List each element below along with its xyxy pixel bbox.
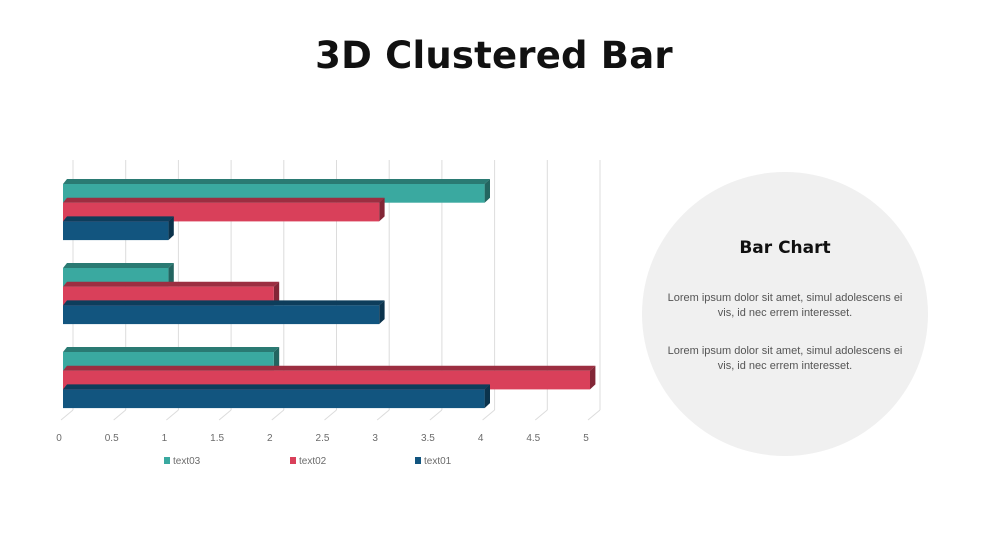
bar-text01-1 [63,216,174,241]
x-tick-label: 0 [56,433,62,444]
x-tick-label: 1 [162,433,168,444]
x-tick-label: 2.5 [316,433,330,444]
legend-label: text03 [173,456,201,467]
gridline-floor [60,409,74,421]
gridline-floor [376,409,390,421]
legend-label: text01 [424,456,452,467]
x-tick-label: 5 [583,433,589,444]
page-title: 3D Clustered Bar [315,34,673,77]
gridline-floor [534,409,548,421]
gridline-floor [482,409,495,421]
x-tick-label: 1.5 [210,433,224,444]
info-paragraph-2: Lorem ipsum dolor sit amet, simul adoles… [667,345,903,372]
gridline-floor [113,409,127,421]
x-tick-label: 4.5 [526,433,540,444]
legend-swatch [415,457,421,464]
legend-item-text02[interactable]: text02 [290,456,327,467]
bars [63,179,596,409]
info-heading: Bar Chart [739,238,831,258]
info-circle: Bar Chart Lorem ipsum dolor sit amet, si… [642,172,928,456]
gridline-floor [324,409,337,421]
legend-swatch [290,457,296,464]
x-axis-ticks: 0 0.5 1 1.5 2 2.5 3 3.5 4 4.5 5 [56,433,589,444]
legend-item-text03[interactable]: text03 [164,456,201,467]
x-tick-label: 2 [267,433,273,444]
bar-text01-3 [63,384,490,409]
legend-label: text02 [299,456,327,467]
gridline-floor [429,409,443,421]
x-tick-label: 3.5 [421,433,435,444]
legend-item-text01[interactable]: text01 [415,456,452,467]
legend: text03 text02 text01 [164,456,452,467]
gridline-floor [587,409,601,421]
gridline-floor [166,409,179,421]
legend-swatch [164,457,170,464]
gridline-floor [218,409,232,421]
info-paragraph-1: Lorem ipsum dolor sit amet, simul adoles… [667,292,903,319]
bar-text01-2 [63,300,385,325]
x-tick-label: 4 [478,433,484,444]
x-tick-label: 0.5 [105,433,119,444]
gridline-floor [271,409,285,421]
x-tick-label: 3 [372,433,378,444]
